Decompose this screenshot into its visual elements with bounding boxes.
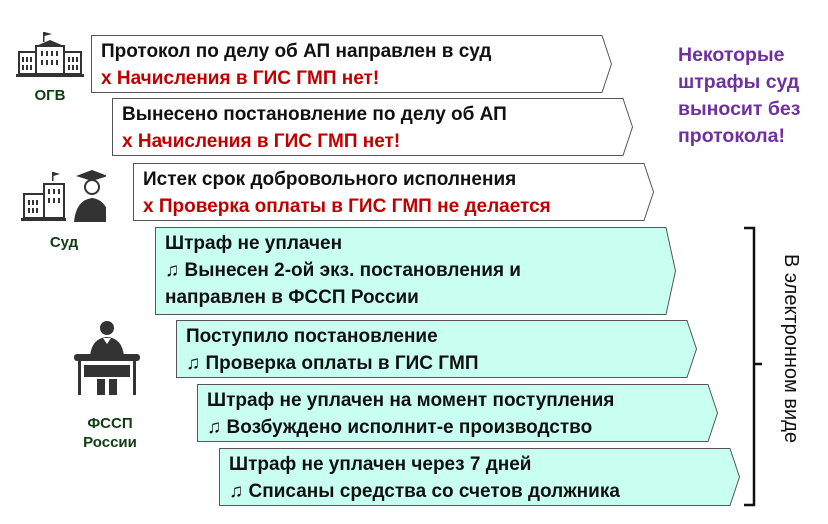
- step-warning: х Проверка оплаты в ГИС ГМП не делается: [143, 196, 551, 217]
- actor-label-fssp-line2: России: [83, 434, 137, 451]
- actor-label-fssp-line1: ФССП: [87, 415, 133, 432]
- process-step: Штраф не уплачен ♫ Вынесен 2-ой экз. пост…: [155, 227, 677, 315]
- step-text: Штраф не уплачен: [165, 233, 343, 254]
- step-warning: х Начисления в ГИС ГМП нет!: [101, 68, 380, 89]
- bracket-label: В электронном виде: [780, 254, 802, 443]
- step-text: Протокол по делу об АП направлен в суд: [101, 41, 492, 62]
- process-step: Вынесено постановление по делу об АП х На…: [112, 98, 634, 156]
- step-text: Штраф не уплачен на момент поступления: [207, 390, 615, 411]
- step-arrow-shape: [155, 227, 677, 315]
- step-text: ♫ Списаны средства со счетов должника: [229, 481, 620, 502]
- process-step: Протокол по делу об АП направлен в суд х …: [91, 35, 613, 93]
- step-text: Истек срок добровольного исполнения: [143, 169, 517, 190]
- bailiff-desk-icon: [74, 321, 140, 395]
- actor-label-court: Суд: [49, 234, 79, 251]
- note-line: выносит без: [678, 98, 801, 120]
- process-step: Штраф не уплачен через 7 дней ♫ Списаны с…: [219, 448, 741, 506]
- step-text: ♫ Вынесен 2-ой экз. постановления и: [165, 260, 521, 281]
- step-text: Штраф не уплачен через 7 дней: [229, 454, 532, 475]
- step-arrow-shape: [197, 384, 719, 442]
- step-arrow-shape: [133, 163, 655, 221]
- note-line: протокола!: [678, 125, 785, 147]
- step-arrow-shape: [176, 320, 698, 378]
- step-text: Вынесено постановление по делу об АП: [122, 104, 507, 125]
- court-judge-icon: [21, 170, 106, 222]
- step-arrow-shape: [219, 448, 741, 506]
- process-step: Истек срок добровольного исполнения х Про…: [133, 163, 655, 221]
- step-arrow-shape: [112, 98, 634, 156]
- step-text: ♫ Возбуждено исполнит-е производство: [207, 417, 593, 438]
- process-step: Штраф не уплачен на момент поступления ♫ …: [197, 384, 719, 442]
- actor-label-fssp: ФССП России: [70, 414, 150, 452]
- step-warning: х Начисления в ГИС ГМП нет!: [122, 131, 401, 152]
- right-bracket: [744, 226, 762, 507]
- process-step: Поступило постановление ♫ Проверка оплаты…: [176, 320, 698, 378]
- step-text: направлен в ФССП России: [165, 287, 419, 308]
- note-text: Некоторые штрафы суд выносит без протоко…: [678, 42, 800, 150]
- note-line: Некоторые: [678, 44, 785, 66]
- step-arrow-shape: [91, 35, 613, 93]
- note-line: штрафы суд: [678, 71, 800, 93]
- government-building-icon: [16, 32, 84, 77]
- actor-label-ogv: ОГВ: [34, 87, 66, 104]
- step-text: ♫ Проверка оплаты в ГИС ГМП: [186, 353, 479, 374]
- step-text: Поступило постановление: [186, 326, 438, 347]
